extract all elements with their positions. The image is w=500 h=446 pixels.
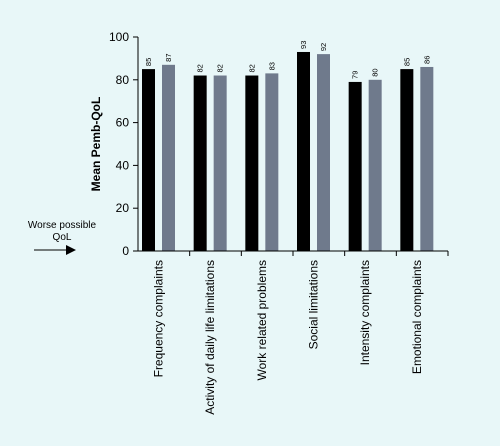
- x-tick-label: Intensity complaints: [358, 260, 372, 365]
- y-axis: 0 20 40 60 80 100: [109, 30, 139, 258]
- data-label: 93: [299, 41, 308, 49]
- data-label: 80: [371, 68, 380, 76]
- data-label: 79: [351, 71, 360, 79]
- bar: [213, 75, 227, 252]
- data-label: 85: [402, 58, 411, 66]
- data-label: 83: [267, 62, 276, 70]
- bar: [400, 69, 414, 251]
- bar: [420, 66, 434, 252]
- bar: [142, 69, 155, 251]
- y-tick-label: 80: [116, 73, 130, 87]
- annotation-line1: Worse possible: [28, 220, 97, 231]
- bar: [193, 75, 207, 252]
- y-tick-label: 60: [116, 116, 130, 130]
- data-label: 82: [216, 64, 225, 72]
- y-tick-label: 0: [122, 244, 129, 258]
- y-tick-label: 100: [109, 30, 129, 44]
- data-labels-group: 85 87 82 82 82 83 93 92 79 80 85 86: [144, 41, 431, 79]
- bar: [317, 54, 330, 252]
- bar: [348, 81, 362, 251]
- worse-qol-annotation: Worse possible QoL: [28, 220, 97, 255]
- x-axis: Frequency complaints Activity of daily li…: [138, 250, 449, 415]
- x-tick-label: Social limitations: [307, 260, 321, 349]
- y-axis-label: Mean Pemb-QoL: [89, 97, 103, 192]
- right-arrow-icon: [34, 245, 76, 255]
- data-label: 82: [196, 64, 205, 72]
- bar: [368, 79, 382, 251]
- bar: [297, 51, 310, 252]
- data-label: 85: [144, 58, 153, 66]
- x-tick-label: Frequency complaints: [152, 260, 166, 377]
- bars-group: [142, 51, 434, 252]
- data-label: 82: [247, 64, 256, 72]
- data-label: 92: [319, 43, 328, 51]
- y-tick-label: 40: [116, 158, 130, 172]
- data-label: 86: [422, 56, 431, 64]
- data-label: 87: [164, 53, 173, 61]
- x-tick-label: Activity of daily life limitations: [203, 260, 217, 415]
- bar: [265, 73, 279, 251]
- x-tick-label: Emotional complaints: [410, 260, 424, 374]
- bar: [245, 75, 259, 252]
- x-tick-label: Work related problems: [255, 260, 269, 381]
- annotation-line2: QoL: [53, 232, 72, 243]
- bar: [162, 64, 175, 251]
- y-tick-label: 20: [116, 201, 130, 215]
